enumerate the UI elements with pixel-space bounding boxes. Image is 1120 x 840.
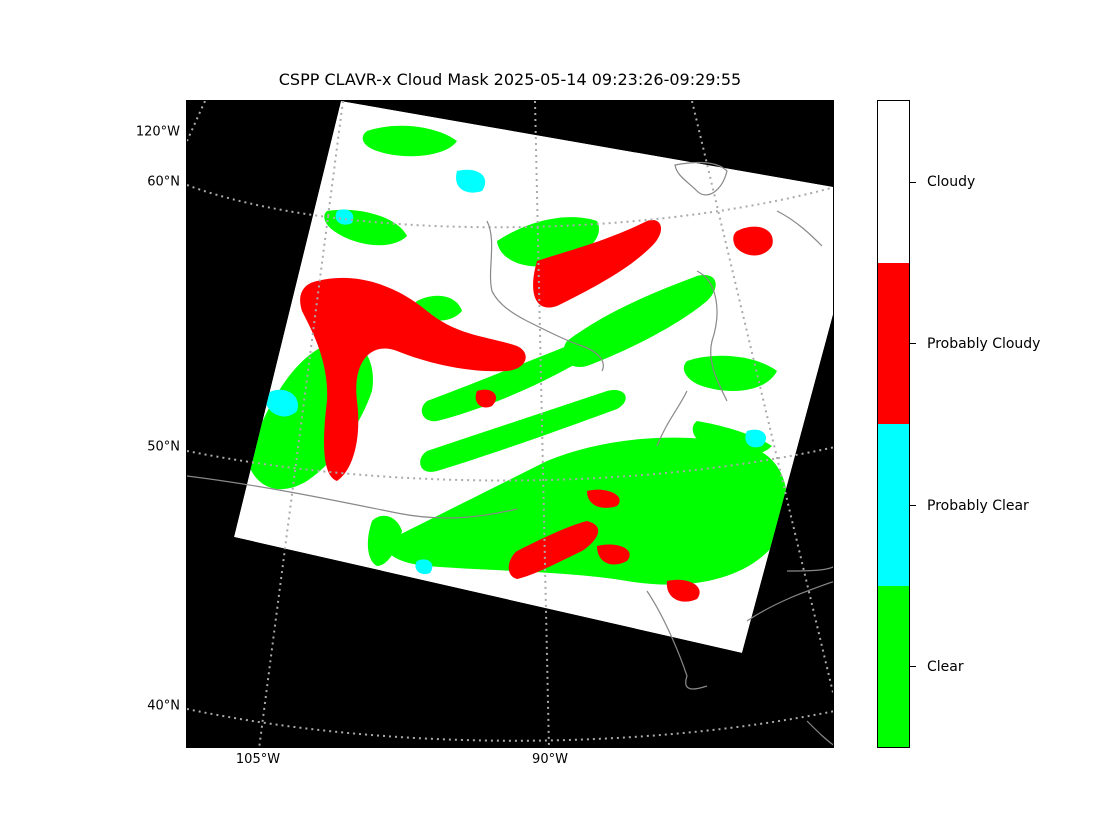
colorbar-label-cloudy: Cloudy <box>927 174 976 190</box>
lat-label-50n: 50°N <box>147 439 180 455</box>
satellite-swath <box>234 101 833 653</box>
probably-cloudy-regions <box>300 220 773 602</box>
colorbar-tick-cloudy <box>910 182 916 183</box>
hudson-bay-south <box>526 320 604 372</box>
cloud-mask-map <box>187 101 833 747</box>
colorbar-segment-clear <box>878 585 909 747</box>
map-panel <box>186 100 834 748</box>
lat-label-120w: 120°W <box>135 124 180 140</box>
coast-ne-2 <box>776 210 823 247</box>
colorbar-segment-probably-cloudy <box>878 262 909 424</box>
coast-north-east <box>674 161 728 196</box>
lat-label-40n: 40°N <box>147 698 180 714</box>
graticule-lat-60 <box>187 184 833 229</box>
colorbar-label-probably-clear: Probably Clear <box>927 498 1029 514</box>
coast-james-bay <box>656 390 688 447</box>
graticule-lon-105 <box>258 101 344 747</box>
colorbar-label-clear: Clear <box>927 659 964 675</box>
coastlines <box>187 161 833 746</box>
lon-label-90w: 90°W <box>532 752 568 767</box>
coast-east <box>646 590 708 690</box>
colorbar-segment-probably-clear <box>878 424 909 586</box>
coast-east-2 <box>786 566 833 572</box>
colorbar-tick-probably-cloudy <box>910 343 916 344</box>
colorbar-label-probably-cloudy: Probably Cloudy <box>927 336 1041 352</box>
graticule-lon-75 <box>691 101 833 697</box>
probably-clear-regions <box>266 169 767 575</box>
graticule-lat-40 <box>187 708 833 742</box>
coast-labrador <box>696 270 728 402</box>
lon-label-105w: 105°W <box>235 752 281 767</box>
coast-east-3 <box>746 581 833 622</box>
graticule-lon-90 <box>534 101 550 747</box>
border-line <box>187 475 518 519</box>
graticule-lat-50 <box>187 446 833 482</box>
hudson-bay-west <box>486 220 528 322</box>
lat-label-60n: 60°N <box>147 174 180 190</box>
colorbar-tick-clear <box>910 666 916 667</box>
colorbar-tick-probably-clear <box>910 505 916 506</box>
coast-se <box>806 720 833 746</box>
map-title: CSPP CLAVR-x Cloud Mask 2025-05-14 09:23… <box>278 70 742 89</box>
colorbar-segment-cloudy <box>878 101 909 263</box>
graticule <box>187 101 833 747</box>
colorbar <box>877 100 910 748</box>
graticule-lon-120 <box>187 101 206 142</box>
